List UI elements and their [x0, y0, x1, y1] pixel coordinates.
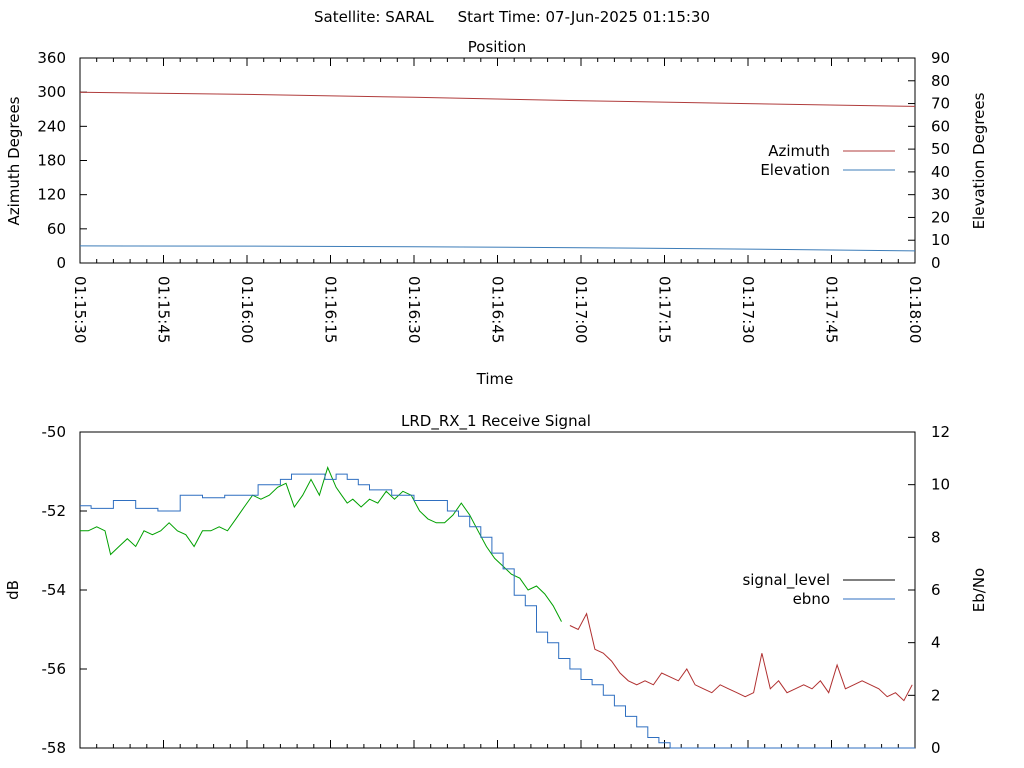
legend-elevation-label: Elevation [760, 161, 830, 179]
position-right-tick-label: 50 [931, 140, 950, 158]
position-y2-label: Elevation Degrees [970, 92, 988, 229]
position-x-tick-label: 01:15:30 [71, 276, 89, 343]
position-right-tick-label: 60 [931, 117, 950, 135]
signal-right-axis-ticks: 0 2 4 6 8 10 12 [908, 423, 950, 757]
series-line-azimuth [79, 91, 916, 107]
position-right-tick-label: 40 [931, 163, 950, 181]
signal-right-tick-label: 4 [931, 634, 941, 652]
header-title: Satellite: SARAL Start Time: 07-Jun-2025… [314, 8, 710, 26]
position-x-tick-label: 01:16:30 [405, 276, 423, 343]
signal-left-tick-label: -50 [42, 423, 67, 441]
position-right-axis-ticks: 0 10 20 30 40 50 60 70 80 90 [908, 49, 950, 272]
position-legend: Azimuth Elevation [760, 142, 895, 179]
position-time-axis-ticks: 01:15:30 01:15:45 01:16:00 01:16:15 01:16:30… [71, 58, 924, 343]
signal-right-tick-label: 2 [931, 686, 941, 704]
signal-left-tick-label: -56 [42, 660, 67, 678]
position-x-tick-label: 01:16:15 [322, 276, 340, 343]
position-right-tick-label: 70 [931, 95, 950, 113]
position-x-tick-label: 01:17:45 [823, 276, 841, 343]
position-chart-title: Position [468, 38, 526, 56]
position-right-tick-label: 30 [931, 186, 950, 204]
signal-right-tick-label: 0 [931, 739, 941, 757]
position-left-tick-label: 120 [37, 186, 66, 204]
position-right-tick-label: 10 [931, 231, 950, 249]
series-line-signal-level-early [80, 466, 562, 622]
position-left-tick-label: 0 [56, 254, 66, 272]
signal-left-axis-ticks: -58 -56 -54 -52 -50 [42, 423, 87, 757]
position-left-tick-label: 300 [37, 83, 66, 101]
position-x-tick-label: 01:18:00 [906, 276, 924, 343]
position-left-tick-label: 60 [47, 220, 66, 238]
signal-left-tick-label: -52 [42, 502, 67, 520]
position-right-tick-label: 90 [931, 49, 950, 67]
position-y-label: Azimuth Degrees [5, 96, 23, 225]
signal-right-tick-label: 6 [931, 581, 941, 599]
position-left-tick-label: 360 [37, 49, 66, 67]
signal-right-tick-label: 10 [931, 476, 950, 494]
series-line-elevation [79, 245, 916, 252]
position-x-tick-label: 01:17:30 [739, 276, 757, 343]
signal-y2-label: Eb/No [970, 568, 988, 612]
position-right-tick-label: 20 [931, 208, 950, 226]
series-line-signal-level-late [569, 612, 913, 702]
position-x-tick-label: 01:17:15 [656, 276, 674, 343]
position-x-tick-label: 01:16:00 [238, 276, 256, 343]
signal-right-tick-label: 12 [931, 423, 950, 441]
signal-plot-area [79, 431, 916, 749]
position-x-tick-label: 01:16:45 [489, 276, 507, 343]
signal-left-tick-label: -58 [42, 739, 67, 757]
position-series [79, 91, 916, 252]
series-line-ebno [80, 473, 915, 749]
position-right-tick-label: 80 [931, 72, 950, 90]
position-x-tick-label: 01:17:00 [572, 276, 590, 343]
position-left-tick-label: 180 [37, 152, 66, 170]
position-left-axis-ticks: 0 60 120 180 240 300 360 [37, 49, 87, 272]
signal-chart-title: LRD_RX_1 Receive Signal [401, 412, 591, 431]
legend-signal-level-label: signal_level [742, 571, 830, 590]
position-right-tick-label: 0 [931, 254, 941, 272]
signal-series [80, 466, 915, 749]
signal-left-tick-label: -54 [42, 581, 67, 599]
position-left-tick-label: 240 [37, 117, 66, 135]
legend-ebno-label: ebno [793, 590, 830, 608]
signal-right-tick-label: 8 [931, 528, 941, 546]
signal-legend: signal_level ebno [742, 571, 895, 608]
position-x-label: Time [476, 370, 514, 388]
position-x-tick-label: 01:15:45 [155, 276, 173, 343]
signal-time-axis-ticks [79, 740, 916, 748]
signal-y-label: dB [4, 580, 22, 600]
legend-azimuth-label: Azimuth [768, 142, 830, 160]
